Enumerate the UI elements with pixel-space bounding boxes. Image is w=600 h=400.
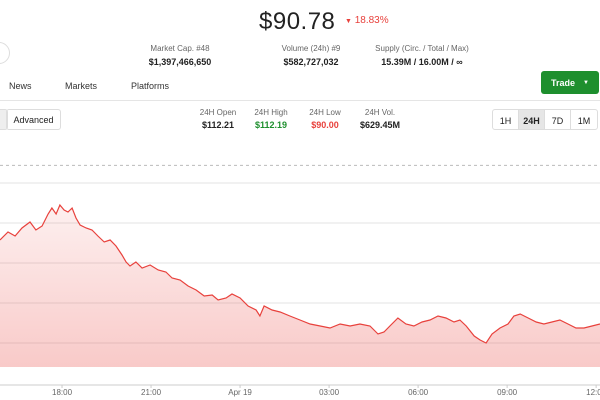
x-tick-label: 03:00 [319, 388, 340, 397]
day-stat-value: $112.19 [254, 120, 288, 130]
area-fill [0, 205, 600, 367]
price-line [0, 203, 600, 344]
change-value: 18.83% [354, 15, 389, 26]
day-stat-label: 24H Vol. [364, 108, 396, 117]
x-tick-label: Apr 19 [228, 388, 252, 397]
range-button[interactable]: 1H [493, 110, 519, 129]
range-group: 1H 24H 7D 1M [492, 109, 598, 130]
x-tick-label: 21:00 [141, 388, 162, 397]
stat-label: Market Cap. #48 [150, 44, 210, 53]
nav-link[interactable]: News [9, 81, 32, 91]
stat-value: $582,727,032 [283, 57, 339, 67]
day-stat-label: 24H Low [309, 108, 341, 117]
range-button[interactable]: 1M [577, 115, 591, 126]
day-stat-value: $629.45M [359, 120, 401, 130]
day-stat-label: 24H High [254, 108, 288, 117]
stat-label: Supply (Circ. / Total / Max) [375, 44, 469, 53]
trade-button[interactable]: Trade ▼ [541, 71, 599, 94]
divider [0, 100, 600, 101]
day-stat-value: $90.00 [311, 120, 339, 130]
trade-label: Trade [551, 77, 576, 88]
nav-link[interactable]: Platforms [131, 81, 170, 91]
day-stat-label: 24H Open [199, 108, 237, 117]
range-button[interactable]: 7D [545, 110, 571, 129]
x-tick-label: 12:00 [586, 388, 600, 397]
price: $90.78 [259, 8, 336, 35]
x-tick-label: 06:00 [408, 388, 429, 397]
price-change: ▼ 18.83% [345, 15, 389, 26]
advanced-button[interactable]: Advanced [6, 109, 61, 130]
x-tick-label: 18:00 [52, 388, 73, 397]
cut-toggle[interactable] [0, 109, 8, 130]
stat-value: 15.39M / 16.00M / ∞ [381, 57, 463, 67]
range-button[interactable]: 24H [519, 110, 545, 129]
stat-value: $1,397,466,650 [148, 57, 212, 67]
nav-link[interactable]: Markets [65, 81, 98, 91]
x-tick-label: 09:00 [497, 388, 518, 397]
day-stat-value: $112.21 [201, 120, 235, 130]
stat-label: Volume (24h) #9 [281, 44, 341, 53]
